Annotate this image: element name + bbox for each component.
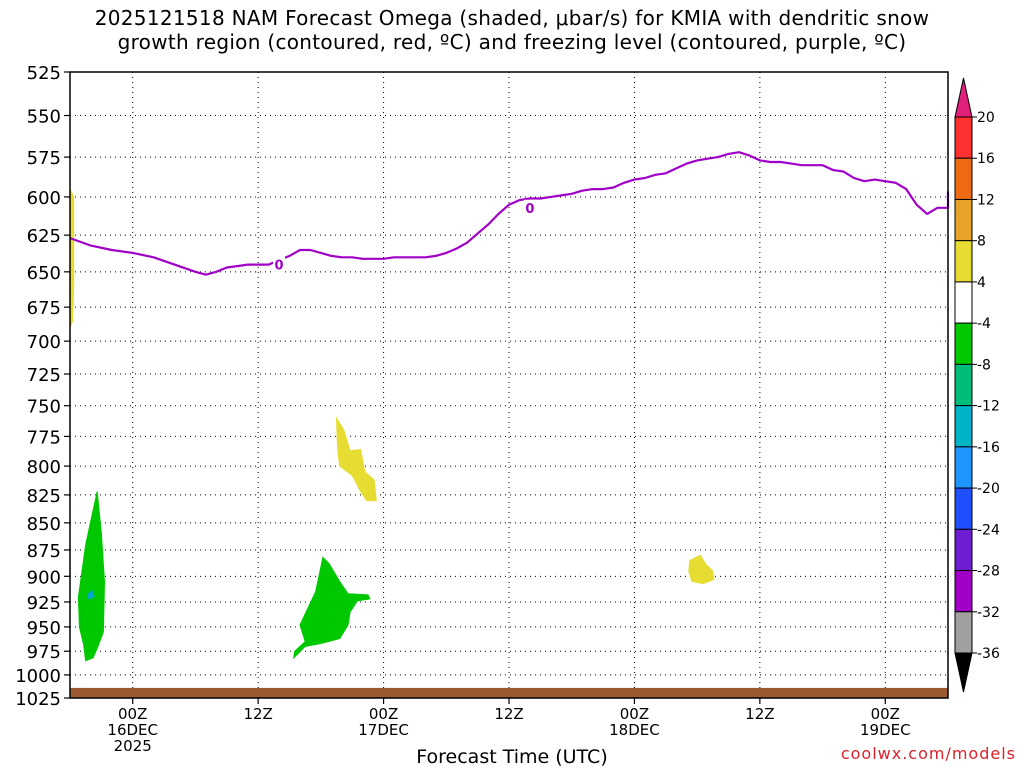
colorbar-box: [954, 446, 973, 489]
y-tick-label: 550: [27, 107, 61, 128]
y-tick-label: 700: [27, 332, 61, 353]
y-tick-label: 725: [27, 365, 61, 386]
colorbar-box: [954, 405, 973, 448]
y-tick-label: 900: [27, 567, 61, 588]
x-tick-label: 2025: [114, 737, 152, 755]
x-tick-label: 12Z: [494, 705, 523, 723]
chart-title-line1: 2025121518 NAM Forecast Omega (shaded, μ…: [94, 6, 930, 30]
colorbar-label: -4: [977, 316, 991, 332]
y-tick-label: 950: [27, 618, 61, 639]
x-tick-label: 18DEC: [609, 721, 660, 739]
y-tick-label: 975: [27, 642, 61, 663]
plot-area: [70, 72, 948, 698]
omega-region: [292, 556, 371, 660]
colorbar-top-arrow: [954, 77, 973, 118]
colorbar-box: [954, 611, 973, 654]
y-tick-label: 875: [27, 541, 61, 562]
terrain-strip: [70, 687, 948, 698]
colorbar-label: -16: [977, 440, 1000, 456]
colorbar-label: 4: [977, 275, 986, 291]
omega-region: [335, 416, 377, 502]
plot-background: [70, 72, 948, 698]
colorbar-label: -20: [977, 481, 1000, 497]
colorbar-box: [954, 281, 973, 324]
x-tick-label: 12Z: [745, 705, 774, 723]
colorbar-box: [954, 363, 973, 407]
x-tick-label: 00Z: [369, 705, 398, 723]
x-tick-label: 16DEC: [107, 721, 158, 739]
colorbar-label: -24: [977, 522, 1000, 538]
colorbar-label: -12: [977, 399, 1000, 415]
x-tick-label: 00Z: [871, 705, 900, 723]
colorbar-box: [954, 157, 973, 200]
y-tick-label: 925: [27, 593, 61, 614]
y-tick-label: 525: [27, 63, 61, 84]
y-tick-label: 825: [27, 486, 61, 507]
x-tick-label: 19DEC: [860, 721, 911, 739]
y-tick-label: 750: [27, 397, 61, 418]
chart-title-line2: growth region (contoured, red, ºC) and f…: [117, 30, 907, 54]
y-axis: 525 550 575 600 625 650 675 700 725 750 775 800 825 8…: [15, 63, 70, 710]
x-tick-label: 17DEC: [358, 721, 409, 739]
y-tick-label: 800: [27, 457, 61, 478]
colorbar-label: -28: [977, 564, 1000, 580]
x-tick-label: 00Z: [620, 705, 649, 723]
y-tick-label: 775: [27, 427, 61, 448]
contour-label-bg: [273, 256, 286, 273]
omega-region: [87, 590, 95, 600]
colorbar-box: [954, 528, 973, 572]
colorbar-label: -32: [977, 605, 1000, 621]
contour-label: 0: [525, 202, 534, 217]
credit-text: coolwx.com/models: [840, 744, 1016, 763]
colorbar-box: [954, 570, 973, 613]
colorbar-box: [954, 322, 973, 365]
freezing-level-contour: 00: [69, 151, 950, 276]
colorbar-label: 20: [977, 110, 995, 126]
y-tick-label: 625: [27, 226, 61, 247]
colorbar-label: -36: [977, 646, 1000, 662]
colorbar-label: 8: [977, 234, 986, 250]
omega-region: [688, 554, 715, 585]
colorbar-label: -8: [977, 357, 991, 373]
y-tick-label: 575: [27, 148, 61, 169]
y-tick-label: 1025: [15, 689, 61, 710]
colorbar-box: [954, 198, 973, 242]
colorbar: 20 16 12 8 4 -4 -8 -12 -16 -20 -24 -28 -32 -36: [954, 77, 1000, 693]
colorbar-box: [954, 487, 973, 530]
colorbar-box: [954, 240, 973, 283]
contour-label: 0: [275, 259, 284, 274]
contour-label-bg: [523, 199, 536, 216]
y-tick-label: 675: [27, 298, 61, 319]
y-tick-label: 850: [27, 514, 61, 535]
colorbar-bottom-arrow: [954, 652, 973, 693]
omega-region: [77, 491, 106, 662]
omega-shading: [69, 188, 715, 662]
x-axis-label: Forecast Time (UTC): [416, 746, 608, 768]
colorbar-box: [954, 116, 973, 159]
terrain-fill: [70, 687, 948, 698]
y-tick-label: 1000: [15, 666, 61, 687]
x-tick-label: 12Z: [243, 705, 272, 723]
x-tick-label: 00Z: [118, 705, 147, 723]
colorbar-label: 16: [977, 151, 995, 167]
chart-title: 2025121518 NAM Forecast Omega (shaded, μ…: [0, 6, 1024, 54]
y-tick-label: 600: [27, 188, 61, 209]
colorbar-label: 12: [977, 192, 995, 208]
y-tick-label: 650: [27, 263, 61, 284]
